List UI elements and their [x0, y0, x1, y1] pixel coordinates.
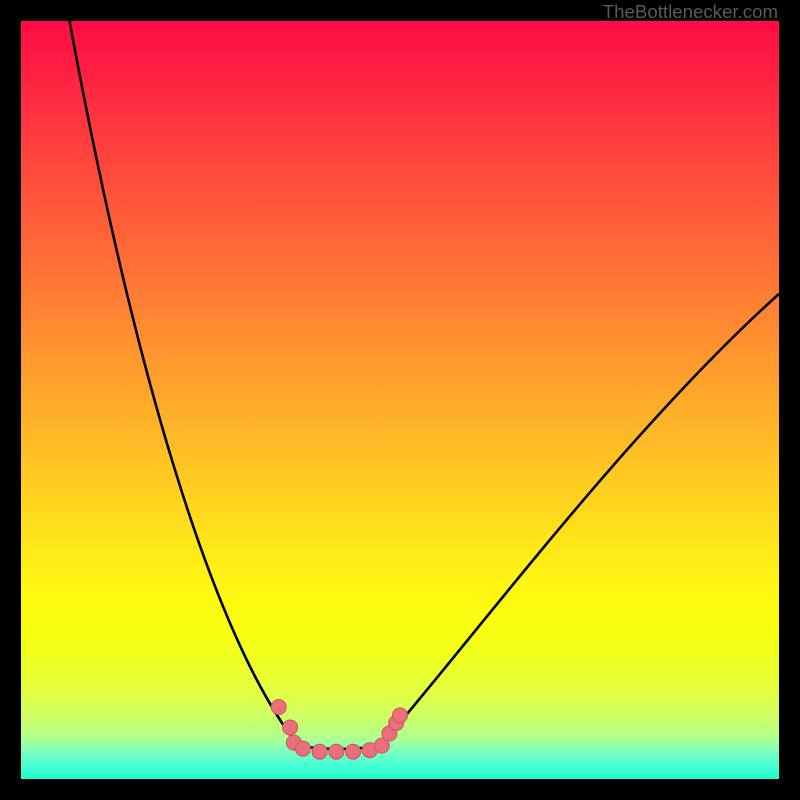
data-marker [283, 720, 298, 735]
data-marker [271, 699, 286, 714]
gradient-rect [21, 21, 779, 779]
data-marker [329, 744, 344, 759]
chart-svg [0, 0, 800, 800]
data-marker [295, 741, 310, 756]
data-marker [346, 744, 361, 759]
source-label: TheBottlenecker.com [603, 1, 778, 23]
data-marker [312, 744, 327, 759]
chart-stage: TheBottlenecker.com [0, 0, 800, 800]
data-marker [393, 708, 408, 723]
